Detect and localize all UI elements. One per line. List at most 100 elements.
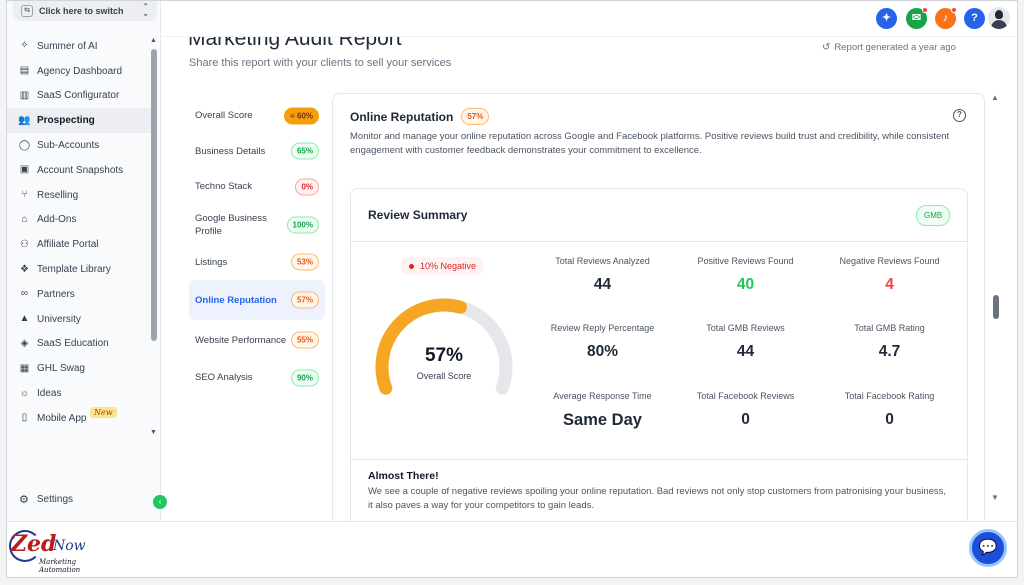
sidebar-item-settings[interactable]: ⚙ Settings — [19, 493, 73, 506]
account-switcher[interactable]: ⇆ Click here to switch ⌃ ⌄ — [13, 1, 157, 21]
sidebar-item-mobile-app[interactable]: ▯ Mobile App New — [7, 406, 155, 431]
section-score-badge: 65% — [290, 142, 319, 160]
collapse-sidebar-button[interactable]: ‹ — [153, 495, 167, 509]
metric-positive-reviews-found: Positive Reviews Found 40 — [674, 256, 817, 294]
ticket-icon[interactable]: ✦ — [876, 8, 897, 29]
page-title: Marketing Audit Report — [188, 37, 402, 50]
section-techno-stack[interactable]: Techno Stack 0% — [189, 169, 325, 205]
review-summary: Review Summary GMB 10% Negative 57% Over… — [350, 188, 968, 521]
education-icon: ◈ — [20, 337, 29, 349]
scroll-thumb[interactable] — [151, 49, 157, 341]
sidebar-item-affiliate-portal[interactable]: ⚇ Affiliate Portal — [7, 232, 155, 257]
sidebar-item-ideas[interactable]: ☼ Ideas — [7, 381, 155, 406]
section-overall-score[interactable]: Overall Score ≈ 60% — [189, 98, 325, 134]
gmb-chip[interactable]: GMB — [916, 205, 951, 226]
metric-label: Review Reply Percentage — [550, 323, 655, 333]
graduation-icon: ▲ — [19, 313, 30, 325]
sidebar-item-summer-of-ai[interactable]: ✧ Summer of AI — [7, 34, 155, 59]
snapshot-icon: ▣ — [19, 164, 30, 176]
sidebar-item-label: Sub-Accounts — [37, 140, 100, 152]
sidebar-item-template-library[interactable]: ❖ Template Library — [7, 257, 155, 282]
sidebar-item-label: Reselling — [37, 189, 79, 201]
section-listings[interactable]: Listings 53% — [189, 245, 325, 281]
score-gauge — [375, 298, 513, 395]
metric-total-reviews-analyzed: Total Reviews Analyzed 44 — [531, 256, 674, 294]
bag-icon: ⌂ — [21, 213, 28, 225]
sidebar-item-sub-accounts[interactable]: ◯ Sub-Accounts — [7, 133, 155, 158]
report-generated-text: Report generated a year ago — [834, 42, 956, 53]
sidebar-item-agency-dashboard[interactable]: ▤ Agency Dashboard — [7, 59, 155, 84]
sidebar-item-ghl-swag[interactable]: ▦ GHL Swag — [7, 356, 155, 381]
sidebar-scrollbar[interactable]: ▲ ▼ — [150, 37, 157, 437]
negative-badge: 10% Negative — [401, 257, 485, 275]
metric-review-reply-percentage: Review Reply Percentage 80% — [531, 323, 674, 361]
metric-total-facebook-reviews: Total Facebook Reviews 0 — [674, 391, 817, 429]
megaphone-icon[interactable]: ✉ — [906, 7, 928, 29]
switch-icon: ⇆ — [21, 5, 33, 17]
sidebar-item-label: Summer of AI — [37, 40, 98, 52]
section-google-business-profile[interactable]: Google Business Profile 100% — [189, 205, 325, 245]
sidebar-item-saas-education[interactable]: ◈ SaaS Education — [7, 332, 155, 357]
header: ✦ ✉ ♪ ? — [162, 1, 1017, 37]
metric-value: 80% — [586, 343, 619, 360]
bell-icon[interactable]: ♪ — [935, 7, 957, 29]
metric-total-facebook-rating: Total Facebook Rating 0 — [818, 391, 961, 429]
scroll-up-icon[interactable]: ▲ — [991, 93, 999, 102]
swag-icon: ▦ — [19, 362, 30, 374]
card-title: Online Reputation 57% — [350, 108, 490, 125]
help-icon[interactable]: ? — [964, 8, 985, 29]
new-badge: New — [90, 406, 117, 418]
chevron-updown-icon: ⌃ ⌄ — [142, 2, 149, 18]
bulb-icon: ☼ — [19, 387, 30, 399]
metric-value: 4 — [885, 276, 894, 293]
sidebar-item-label: Mobile App — [37, 412, 87, 424]
main-scrollbar[interactable]: ▲ ▼ — [990, 93, 1000, 503]
card-description: Monitor and manage your online reputatio… — [350, 131, 950, 156]
scroll-down-icon[interactable]: ▼ — [991, 493, 999, 502]
page-subtitle: Share this report with your clients to s… — [189, 57, 452, 69]
question-icon[interactable]: ? — [953, 109, 966, 122]
chat-widget-button[interactable]: 💬 — [969, 529, 1007, 567]
scroll-up-icon[interactable]: ▲ — [150, 37, 157, 44]
metric-negative-reviews-found: Negative Reviews Found 4 — [818, 256, 961, 294]
sidebar-item-reselling[interactable]: ⑂ Reselling — [7, 183, 155, 208]
section-website-performance[interactable]: Website Performance 55% — [189, 320, 325, 360]
gear-icon: ⚙ — [19, 494, 29, 506]
section-label: Google Business Profile — [195, 212, 267, 237]
dot-icon — [409, 263, 414, 269]
sidebar-item-partners[interactable]: ∞ Partners — [7, 282, 155, 307]
sidebar-item-account-snapshots[interactable]: ▣ Account Snapshots — [7, 158, 155, 183]
sidebar-item-label: Ideas — [37, 388, 62, 400]
gauge-value: 57% — [424, 345, 464, 366]
section-score-badge: 0% — [295, 178, 319, 196]
sidebar-item-prospecting[interactable]: 👥 Prospecting — [7, 108, 155, 134]
metric-total-gmb-reviews: Total GMB Reviews 44 — [674, 323, 817, 361]
sidebar-item-label: SaaS Education — [37, 338, 109, 350]
metric-value: 44 — [593, 276, 612, 293]
scroll-down-icon[interactable]: ▼ — [150, 429, 157, 436]
sidebar-item-add-ons[interactable]: ⌂ Add-Ons — [7, 208, 155, 233]
app-window: ⇆ Click here to switch ⌃ ⌄ ✧ Summer of AI ▤… — [6, 0, 1018, 578]
gauge-label: Overall Score — [416, 371, 472, 381]
section-score-badge: 90% — [290, 369, 319, 387]
metric-value: 44 — [736, 343, 755, 360]
affiliate-icon: ⚇ — [20, 238, 29, 250]
dashboard-icon: ▤ — [19, 65, 30, 77]
section-seo-analysis[interactable]: SEO Analysis 90% — [189, 360, 325, 396]
scroll-thumb[interactable] — [993, 295, 999, 319]
report-sections: Overall Score ≈ 60% Business Details 65% Tec… — [189, 98, 325, 396]
section-label: Listings — [195, 256, 228, 268]
section-business-details[interactable]: Business Details 65% — [189, 134, 325, 170]
sidebar: ⇆ Click here to switch ⌃ ⌄ ✧ Summer of AI ▤… — [7, 1, 161, 521]
settings-label: Settings — [36, 494, 74, 505]
section-label: SEO Analysis — [195, 372, 253, 384]
avatar[interactable] — [988, 7, 1010, 29]
sidebar-item-label: Account Snapshots — [37, 164, 124, 176]
metric-label: Average Response Time — [553, 391, 652, 401]
sidebar-item-label: Affiliate Portal — [37, 239, 99, 251]
metric-value: 0 — [741, 411, 750, 428]
sidebar-item-university[interactable]: ▲ University — [7, 307, 155, 332]
mobile-icon: ▯ — [21, 412, 28, 424]
section-online-reputation[interactable]: Online Reputation 57% — [189, 280, 325, 320]
sidebar-item-saas-configurator[interactable]: ▥ SaaS Configurator — [7, 84, 155, 109]
